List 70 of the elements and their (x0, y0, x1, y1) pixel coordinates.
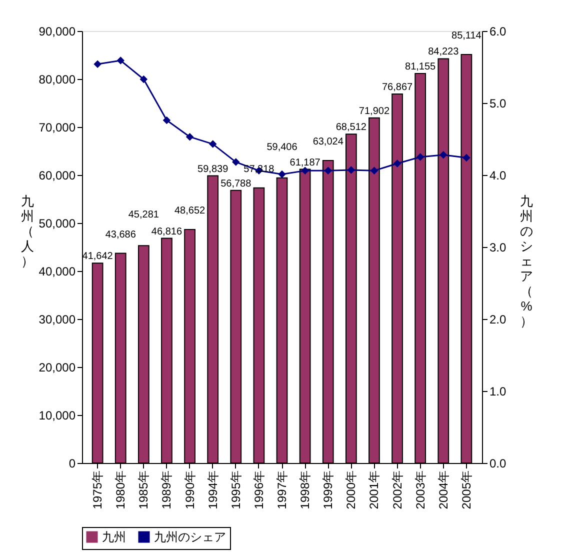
x-tick-label: 1989年 (160, 470, 174, 510)
x-tick-label: 1999年 (321, 470, 336, 510)
data-label: 81,155 (405, 61, 436, 72)
point (94, 60, 102, 68)
y-tick-label: 70,000 (38, 120, 76, 134)
point (140, 75, 148, 84)
legend-label: 九州 (102, 530, 126, 544)
point (370, 166, 378, 175)
y2-tick-label: 2.0 (490, 312, 507, 326)
data-label: 48,652 (174, 205, 206, 216)
data-label: 59,406 (266, 142, 298, 153)
y-tick-label: 50,000 (38, 216, 76, 230)
data-label: 41,642 (82, 251, 114, 262)
x-tick-label: 1985年 (136, 470, 151, 510)
point (232, 158, 240, 166)
y-tick-label: 20,000 (38, 360, 76, 374)
data-label: 63,024 (312, 136, 344, 148)
point (116, 56, 124, 64)
x-tick-label: 2005年 (459, 470, 474, 510)
data-label: 46,816 (151, 226, 182, 238)
y2-tick-label: 5.0 (490, 96, 507, 110)
y-axis-title: 九州（人） (21, 194, 34, 268)
x-tick-label: 1997年 (275, 470, 289, 510)
point (208, 140, 217, 148)
data-label: 68,512 (336, 122, 367, 134)
data-label: 71,902 (358, 106, 390, 117)
y-tick-label: 60,000 (38, 168, 76, 182)
x-tick-label: 1975年 (90, 470, 105, 510)
point (186, 132, 194, 141)
y2-tick-label: 3.0 (490, 240, 507, 254)
y2-tick-label: 4.0 (490, 168, 507, 182)
x-tick-label: 2000年 (344, 470, 358, 510)
point (162, 116, 171, 124)
point (393, 160, 402, 168)
x-tick-label: 1996年 (252, 470, 266, 510)
point (324, 166, 332, 175)
x-tick-label: 1994年 (206, 470, 220, 510)
x-tick-label: 1980年 (114, 470, 128, 510)
y2-tick-label: 1.0 (490, 384, 507, 398)
point (416, 153, 424, 161)
y-tick-label: 40,000 (38, 264, 76, 278)
x-tick-label: 1990年 (182, 470, 197, 510)
data-label: 43,686 (105, 229, 136, 240)
y-tick-label: 80,000 (38, 72, 76, 86)
data-label: 61,187 (290, 157, 321, 168)
x-tick-label: 1998年 (298, 470, 312, 510)
y-tick-label: 10,000 (38, 408, 76, 422)
legend-label: 九州のシェア (154, 530, 226, 544)
x-tick-label: 2002年 (390, 470, 404, 510)
point (301, 166, 309, 175)
data-label: 84,223 (428, 46, 460, 58)
text: 九州のシェア（%） (520, 194, 533, 328)
y-tick-label: 90,000 (38, 24, 76, 38)
x-tick-label: 1995年 (228, 470, 243, 510)
point (440, 150, 448, 159)
x-tick-label: 2004年 (436, 470, 450, 510)
point (278, 170, 286, 178)
point (462, 154, 470, 162)
data-label: 45,281 (128, 210, 160, 221)
data-label: 59,839 (198, 164, 229, 175)
data-label: 85,114 (452, 30, 482, 42)
y2-tick-label: 6.0 (490, 24, 507, 38)
data-label: 56,788 (220, 178, 252, 190)
y-tick-label: 30,000 (38, 312, 76, 326)
y-tick-label: 0 (68, 456, 76, 470)
x-tick-label: 2003年 (413, 470, 428, 510)
point (347, 166, 356, 174)
y2-tick-label: 0.0 (490, 456, 507, 470)
x-tick-label: 2001年 (367, 470, 382, 510)
data-label: 76,867 (382, 82, 413, 94)
